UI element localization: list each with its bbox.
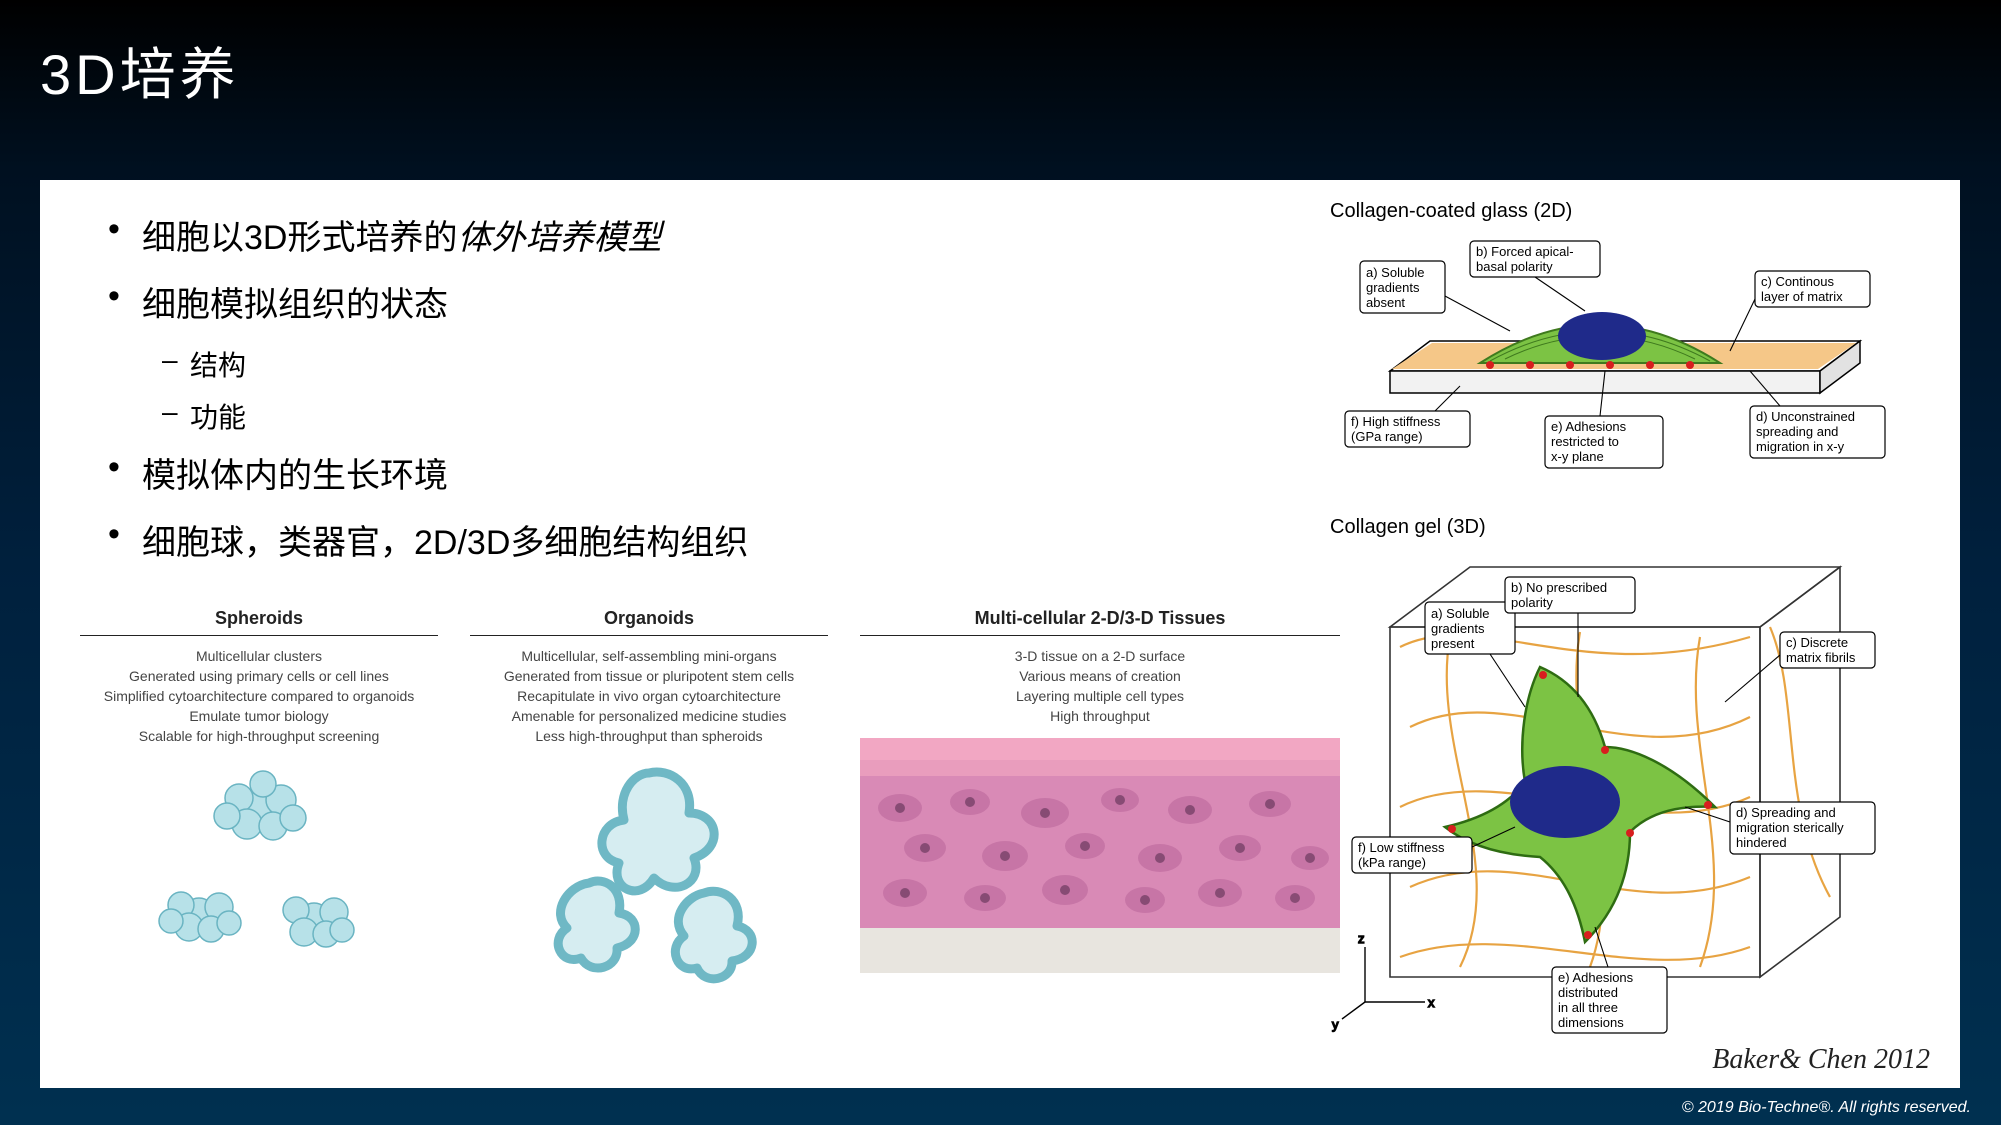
bullet-1: 细胞以3D形式培养的体外培养模型 xyxy=(100,210,1280,259)
spheroids-l2: Generated using primary cells or cell li… xyxy=(80,668,438,684)
spheroid-cluster-icon xyxy=(159,771,354,947)
col-tissues: Multi-cellular 2-D/3-D Tissues 3-D tissu… xyxy=(860,608,1340,988)
bullet-1-prefix: 细胞以3D形式培养的 xyxy=(142,219,457,257)
organoid-icon xyxy=(558,772,752,979)
svg-text:z: z xyxy=(1358,931,1365,946)
copyright: © 2019 Bio-Techne®. All rights reserved. xyxy=(1682,1099,1971,1117)
bullet-list: 细胞以3D形式培养的体外培养模型 细胞模拟组织的状态 结构 功能 模拟体内的生长… xyxy=(40,180,1280,564)
organoids-title: Organoids xyxy=(470,608,828,636)
bullet-2a: 结构 xyxy=(100,344,1280,384)
col-organoids: Organoids Multicellular, self-assembling… xyxy=(470,608,828,988)
spheroids-l5: Scalable for high-throughput screening xyxy=(80,728,438,744)
bullet-4: 细胞球，类器官，2D/3D多细胞结构组织 xyxy=(100,515,1280,564)
spheroids-title: Spheroids xyxy=(80,608,438,636)
tissues-l1: 3-D tissue on a 2-D surface xyxy=(860,648,1340,664)
diag-2d-title: Collagen-coated glass (2D) xyxy=(1330,200,1930,223)
d2d-label-c: c) Continouslayer of matrix xyxy=(1761,274,1843,304)
d3d-label-c: c) Discretematrix fibrils xyxy=(1786,635,1856,665)
organoids-illustration xyxy=(470,758,828,988)
slide-title: 3D培养 xyxy=(0,0,2001,111)
spheroids-l1: Multicellular clusters xyxy=(80,648,438,664)
organoids-l1: Multicellular, self-assembling mini-orga… xyxy=(470,648,828,664)
diagram-2d: a) Solublegradientsabsent b) Forced apic… xyxy=(1330,231,1890,496)
svg-text:x: x xyxy=(1428,995,1435,1010)
diag-3d-title: Collagen gel (3D) xyxy=(1330,516,1930,539)
bullet-2: 细胞模拟组织的状态 xyxy=(100,277,1280,326)
tissue-histology-icon xyxy=(860,738,1340,973)
organoids-l2: Generated from tissue or pluripotent ste… xyxy=(470,668,828,684)
spheroids-l3: Simplified cytoarchitecture compared to … xyxy=(80,688,438,704)
tissues-l2: Various means of creation xyxy=(860,668,1340,684)
organoids-l3: Recapitulate in vivo organ cytoarchitect… xyxy=(470,688,828,704)
tissues-title: Multi-cellular 2-D/3-D Tissues xyxy=(860,608,1340,636)
tissues-l4: High throughput xyxy=(860,708,1340,724)
col-spheroids: Spheroids Multicellular clusters Generat… xyxy=(80,608,438,988)
diagram-3d: x z y xyxy=(1330,547,1890,1052)
svg-text:y: y xyxy=(1332,1017,1339,1032)
spheroids-illustration xyxy=(80,758,438,988)
tissues-illustration xyxy=(860,738,1340,968)
organoids-l4: Amenable for personalized medicine studi… xyxy=(470,708,828,724)
right-diagrams: Collagen-coated glass (2D) xyxy=(1330,200,1930,1072)
citation: Baker& Chen 2012 xyxy=(1712,1044,1930,1076)
content-panel: 细胞以3D形式培养的体外培养模型 细胞模拟组织的状态 结构 功能 模拟体内的生长… xyxy=(40,180,1960,1088)
three-columns: Spheroids Multicellular clusters Generat… xyxy=(80,608,1340,988)
bullet-2b: 功能 xyxy=(100,396,1280,436)
bullet-3: 模拟体内的生长环境 xyxy=(100,448,1280,497)
tissues-l3: Layering multiple cell types xyxy=(860,688,1340,704)
spheroids-l4: Emulate tumor biology xyxy=(80,708,438,724)
bullet-1-italic: 体外培养模型 xyxy=(457,219,661,257)
organoids-l5: Less high-throughput than spheroids xyxy=(470,728,828,744)
